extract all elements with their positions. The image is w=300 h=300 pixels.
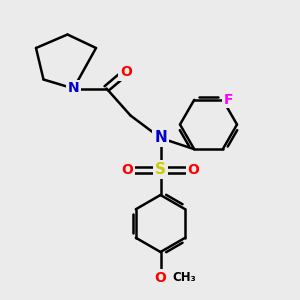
Text: O: O: [122, 163, 134, 176]
Text: F: F: [224, 93, 233, 107]
Bar: [224, 95, 233, 104]
Text: O: O: [188, 163, 200, 176]
Bar: [149, 272, 172, 283]
Text: CH₃: CH₃: [172, 271, 196, 284]
Bar: [155, 165, 166, 174]
Bar: [121, 67, 131, 77]
Text: O: O: [120, 65, 132, 79]
Text: N: N: [154, 130, 167, 146]
Text: S: S: [155, 162, 166, 177]
Bar: [123, 165, 132, 174]
Bar: [189, 165, 198, 174]
Bar: [155, 133, 166, 143]
Text: O: O: [154, 271, 166, 284]
Bar: [68, 84, 79, 93]
Text: N: N: [68, 82, 79, 95]
